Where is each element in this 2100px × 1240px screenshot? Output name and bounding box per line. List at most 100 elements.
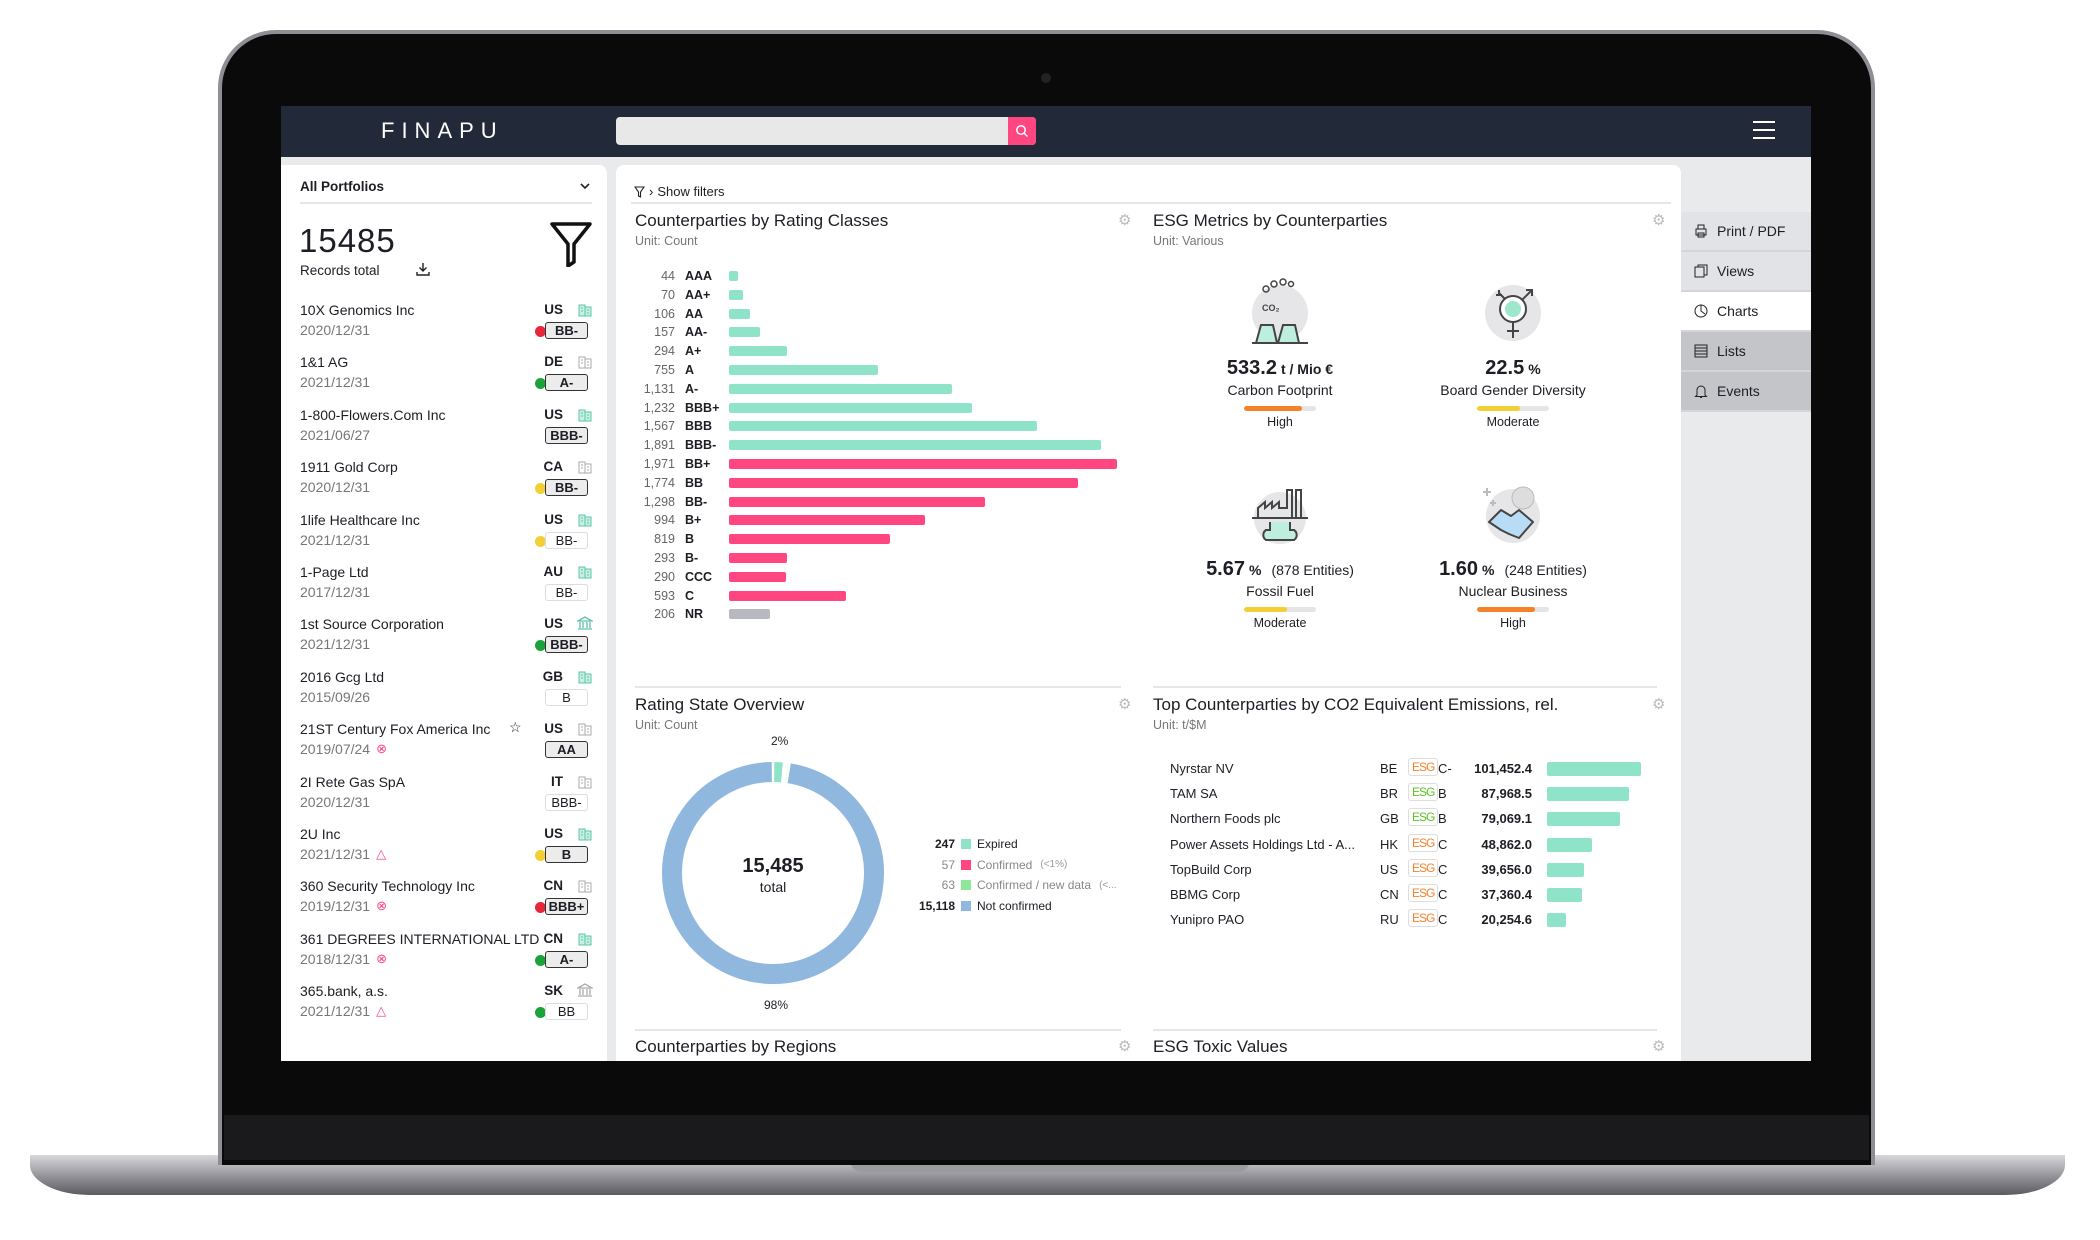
portfolio-list-item[interactable]: 365.bank, a.s. 2021/12/31 △ SK BB <box>281 983 607 1031</box>
show-filters-toggle[interactable]: › Show filters <box>634 184 725 199</box>
rating-chart-unit: Unit: Count <box>635 234 698 248</box>
sidebar-item-views[interactable]: Views <box>1681 252 1811 292</box>
hamburger-menu-button[interactable] <box>1753 121 1775 139</box>
donut-total-label: total <box>759 879 787 895</box>
esg-metric-fossil-fuel[interactable]: 5.67% (878 Entities) Fossil Fuel Moderate <box>1130 476 1430 630</box>
bar-BBB-[interactable] <box>729 440 1102 451</box>
legend-item[interactable]: 15,118 Not confirmed <box>900 899 1052 913</box>
metric-label: Fossil Fuel <box>1246 583 1314 599</box>
co2-row[interactable]: Power Assets Holdings Ltd - A... HK ESG C 48… <box>616 833 1681 859</box>
portfolio-list-item[interactable]: 1911 Gold Corp 2020/12/31 CA BB- <box>281 459 607 507</box>
app-screen: FINAPU All Portfolios 15485 Records tota… <box>281 106 1811 1061</box>
bar-C[interactable] <box>729 590 846 601</box>
portfolio-list-item[interactable]: 360 Security Technology Inc 2019/12/31 ⊗ CN… <box>281 878 607 926</box>
sidebar-item-lists[interactable]: Lists <box>1681 332 1811 372</box>
portfolio-list-item[interactable]: 2016 Gcg Ltd 2015/09/26 GB B <box>281 669 607 717</box>
co2-row[interactable]: Northern Foods plc GB ESG B 79,069.1 <box>616 808 1681 833</box>
gear-icon[interactable]: ⚙ <box>1652 212 1666 229</box>
item-name: 1st Source Corporation <box>300 616 444 633</box>
bar-AA-[interactable] <box>729 327 760 338</box>
bar-NR[interactable] <box>729 609 770 620</box>
portfolio-list-item[interactable]: 2I Rete Gas SpA 2020/12/31 IT BBB- <box>281 774 607 822</box>
building-icon <box>577 721 593 741</box>
bar-B[interactable] <box>729 534 891 545</box>
item-country: US <box>544 302 563 317</box>
donut-slice-not-confirmed[interactable] <box>662 762 884 984</box>
bar-B-[interactable] <box>729 553 787 563</box>
rating-badge: BB- <box>545 479 588 497</box>
co2-row[interactable]: TopBuild Corp US ESG C 39,656.0 <box>616 858 1681 884</box>
item-name: 360 Security Technology Inc <box>300 878 475 895</box>
portfolio-list-item[interactable]: 1&1 AG 2021/12/31 DE A- <box>281 354 607 402</box>
bar-BBB+[interactable] <box>729 402 972 413</box>
metric-value: 22.5 <box>1485 357 1525 379</box>
legend-item[interactable]: 63 Confirmed / new data (<... <box>900 878 1117 892</box>
esg-metric-carbon-footprint[interactable]: CO₂ 533.2 t / Mio € Carbon Footprint High <box>1130 275 1430 429</box>
esg-metric-nuclear-business[interactable]: 1.60% (248 Entities) Nuclear Business High <box>1363 476 1663 630</box>
bar-BB[interactable] <box>729 477 1079 488</box>
bar-CCC[interactable] <box>729 571 787 582</box>
gear-icon[interactable]: ⚙ <box>1118 212 1132 229</box>
portfolio-selector[interactable]: All Portfolios <box>300 179 592 194</box>
portfolio-list-item[interactable]: 10X Genomics Inc 2020/12/31 US BB- <box>281 302 607 350</box>
co2-row[interactable]: BBMG Corp CN ESG C 37,360.4 <box>616 884 1681 909</box>
rating-state-unit: Unit: Count <box>635 718 698 732</box>
co2-row[interactable]: TAM SA BR ESG B 87,968.5 <box>616 783 1681 808</box>
portfolio-list-item[interactable]: 2U Inc 2021/12/31 △ US B <box>281 826 607 874</box>
co2-bar <box>1547 913 1566 928</box>
building-icon <box>577 774 593 794</box>
portfolio-list-item[interactable]: 1st Source Corporation 2021/12/31 US BBB- <box>281 616 607 664</box>
bar-BB+[interactable] <box>729 459 1117 469</box>
sidebar-item-charts[interactable]: Charts <box>1681 292 1811 332</box>
divider <box>300 202 592 204</box>
portfolio-list-item[interactable]: 1-800-Flowers.Com Inc 2021/06/27 US BBB- <box>281 407 607 455</box>
bar-BB-[interactable] <box>729 496 985 507</box>
item-date: 2015/09/26 <box>300 688 371 705</box>
gear-icon[interactable]: ⚙ <box>1118 696 1132 713</box>
item-date: 2020/12/31 <box>300 479 371 496</box>
co2-name: Power Assets Holdings Ltd - A... <box>1170 836 1355 852</box>
esg-metric-board-gender-diversity[interactable]: 22.5% Board Gender Diversity Moderate <box>1363 275 1663 429</box>
portfolio-list-item[interactable]: 21ST Century Fox America Inc 2019/07/24 ⊗ ☆… <box>281 719 607 769</box>
gear-icon[interactable]: ⚙ <box>1652 1038 1666 1055</box>
item-country: CN <box>543 930 564 946</box>
sidebar-item-print-pdf[interactable]: Print / PDF <box>1681 212 1811 252</box>
bar-category-label: AA+ <box>685 287 711 302</box>
search-icon <box>1016 125 1029 138</box>
bar-B+[interactable] <box>729 515 925 526</box>
search-input[interactable] <box>616 117 1036 145</box>
bar-AAA[interactable] <box>729 271 738 281</box>
item-date-row: 2021/12/31 △ <box>300 1003 386 1019</box>
search-button[interactable] <box>1008 117 1036 145</box>
esg-badge: ESG <box>1408 808 1439 827</box>
donut-total: 15,485 <box>742 855 804 877</box>
co2-row[interactable]: Nyrstar NV BE ESG C- 101,452.4 <box>616 758 1681 783</box>
donut-pct-bottom: 98% <box>764 998 789 1012</box>
building-icon <box>577 302 593 322</box>
item-country: GB <box>542 668 563 684</box>
legend-item[interactable]: 57 Confirmed (<1%) <box>900 858 1068 872</box>
bar-A[interactable] <box>729 365 878 375</box>
sidebar-item-events[interactable]: Events <box>1681 372 1811 412</box>
co2-row[interactable]: Yunipro PAO RU ESG C 20,254.6 <box>616 909 1681 934</box>
item-name: 1&1 AG <box>300 354 349 371</box>
bar-A-[interactable] <box>729 383 952 394</box>
bar-BBB[interactable] <box>729 421 1038 432</box>
portfolio-list-item[interactable]: 1life Healthcare Inc 2021/12/31 US BB- <box>281 512 607 560</box>
portfolio-list-item[interactable]: 361 DEGREES INTERNATIONAL LTD 2018/12/31 ⊗… <box>281 931 607 979</box>
star-icon[interactable]: ☆ <box>509 719 522 736</box>
download-icon[interactable] <box>415 261 431 277</box>
metric-level: High <box>1500 616 1526 630</box>
bar-A+[interactable] <box>729 346 787 357</box>
bar-AA+[interactable] <box>729 289 743 300</box>
co2-name: Nyrstar NV <box>1170 761 1234 776</box>
gear-icon[interactable]: ⚙ <box>1652 696 1666 713</box>
bar-AA[interactable] <box>729 308 750 319</box>
bank-icon <box>575 616 595 636</box>
legend-item[interactable]: 247 Expired <box>900 837 1018 851</box>
metric-level: Moderate <box>1486 415 1540 429</box>
portfolio-list-item[interactable]: 1-Page Ltd 2017/12/31 AU BB- <box>281 564 607 612</box>
filter-funnel-icon[interactable] <box>549 221 593 267</box>
co2-country: CN <box>1380 887 1399 902</box>
gear-icon[interactable]: ⚙ <box>1118 1038 1132 1055</box>
